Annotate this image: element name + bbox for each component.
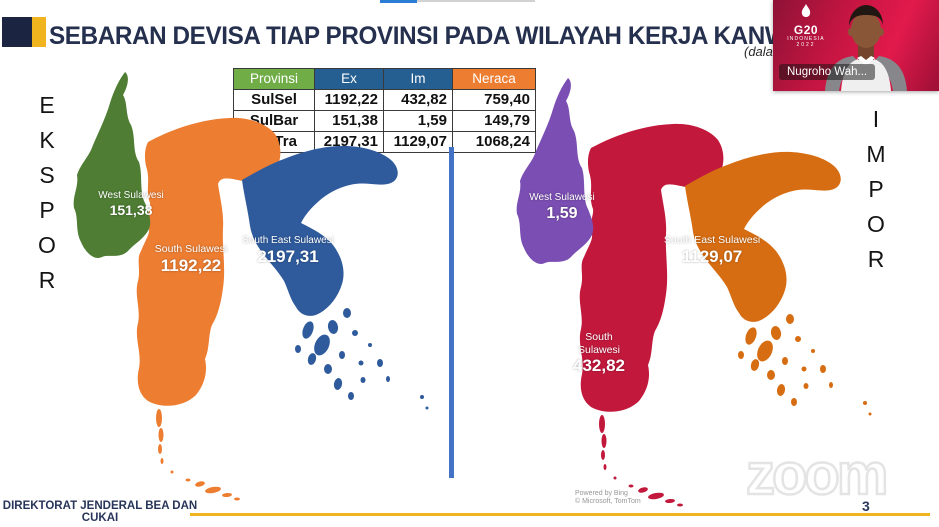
region-name: West Sulawesi <box>529 192 595 203</box>
table-row: SulBar 151,38 1,59 149,79 <box>233 110 536 132</box>
import-south-label: South Sulawesi 432,82 <box>571 331 627 377</box>
region-value: 1,59 <box>546 205 578 222</box>
import-southeast-islands <box>738 314 872 416</box>
import-west-sulawesi-region <box>516 78 594 264</box>
region-value: 1129,07 <box>681 246 743 266</box>
subtitle-fragment: (dala <box>744 44 773 59</box>
export-south-label: South Sulawesi 1192,22 <box>155 243 227 276</box>
export-southeast-sulawesi-region <box>242 145 398 316</box>
export-southeast-label: South East Sulawesi 2197,31 <box>242 235 334 267</box>
attribution-line: Powered by Bing <box>575 490 628 497</box>
cell-im: 1,59 <box>383 110 453 132</box>
import-west-label: West Sulawesi 1,59 <box>529 192 594 223</box>
top-progress-track <box>417 0 535 2</box>
devisa-table: Provinsi Ex Im Neraca SulSel 1192,22 432… <box>233 68 536 153</box>
export-west-sulawesi-region <box>73 72 151 258</box>
cell-neraca: 149,79 <box>452 110 536 132</box>
region-name: South East Sulawesi <box>663 234 761 246</box>
page-number: 3 <box>862 498 870 514</box>
title-accent-gold <box>32 17 46 47</box>
cell-im: 1129,07 <box>383 131 453 153</box>
export-south-islands <box>156 409 240 501</box>
center-divider-line <box>449 147 454 478</box>
org-footer: DIREKTORAT JENDERAL BEA DAN CUKAI <box>0 500 200 524</box>
map-attribution: Powered by Bing © Microsoft, TomTom <box>575 490 641 506</box>
page-title: SEBARAN DEVISA TIAP PROVINSI PADA WILAYA… <box>49 22 788 50</box>
title-accent-navy <box>2 17 32 47</box>
participant-name-badge: Nugroho Wah... <box>779 64 876 80</box>
org-line: CUKAI <box>81 512 119 524</box>
region-name: South Sulawesi <box>154 243 228 255</box>
table-row: SulSel 1192,22 432,82 759,40 <box>233 89 536 111</box>
cell-neraca: 759,40 <box>452 89 536 111</box>
footer-gold-line <box>190 513 930 516</box>
cell-im: 432,82 <box>383 89 453 111</box>
region-value: 1192,22 <box>160 255 222 275</box>
cell-neraca: 1068,24 <box>452 131 536 153</box>
g20-ornament-icon <box>801 4 811 17</box>
region-value: 151,38 <box>109 202 153 218</box>
zoom-watermark-text: zoom <box>746 442 885 507</box>
g20-logo-text: G20 <box>793 23 819 37</box>
org-line: DIREKTORAT JENDERAL BEA DAN <box>2 500 198 512</box>
region-name: West Sulawesi <box>98 190 164 201</box>
region-value: 432,82 <box>573 356 625 376</box>
export-southeast-islands <box>295 308 429 410</box>
g20-logo-year: 2022 <box>796 42 816 48</box>
g20-logo: G20 INDONESIA 2022 <box>785 4 827 48</box>
impor-vertical-label: IMPOR <box>863 106 889 281</box>
region-name: South East Sulawesi <box>242 235 334 246</box>
region-name: South Sulawesi <box>577 331 621 356</box>
ekspor-vertical-label: EKSPOR <box>34 92 60 302</box>
cell-ex: 151,38 <box>314 110 384 132</box>
top-progress-bar <box>380 0 417 3</box>
import-southeast-label: South East Sulawesi 1129,07 <box>664 234 760 267</box>
participant-video-tile[interactable]: G20 INDONESIA 2022 Nugroho Wah... <box>773 0 939 91</box>
g20-logo-sub: INDONESIA <box>787 36 825 42</box>
export-map <box>73 72 429 501</box>
attribution-line: © Microsoft, TomTom <box>575 498 641 505</box>
zoom-watermark: zoom <box>745 441 890 509</box>
col-header-ex: Ex <box>314 68 384 90</box>
cell-ex: 1192,22 <box>314 89 384 111</box>
export-west-label: West Sulawesi 151,38 <box>98 190 163 219</box>
region-value: 2197,31 <box>257 247 319 266</box>
